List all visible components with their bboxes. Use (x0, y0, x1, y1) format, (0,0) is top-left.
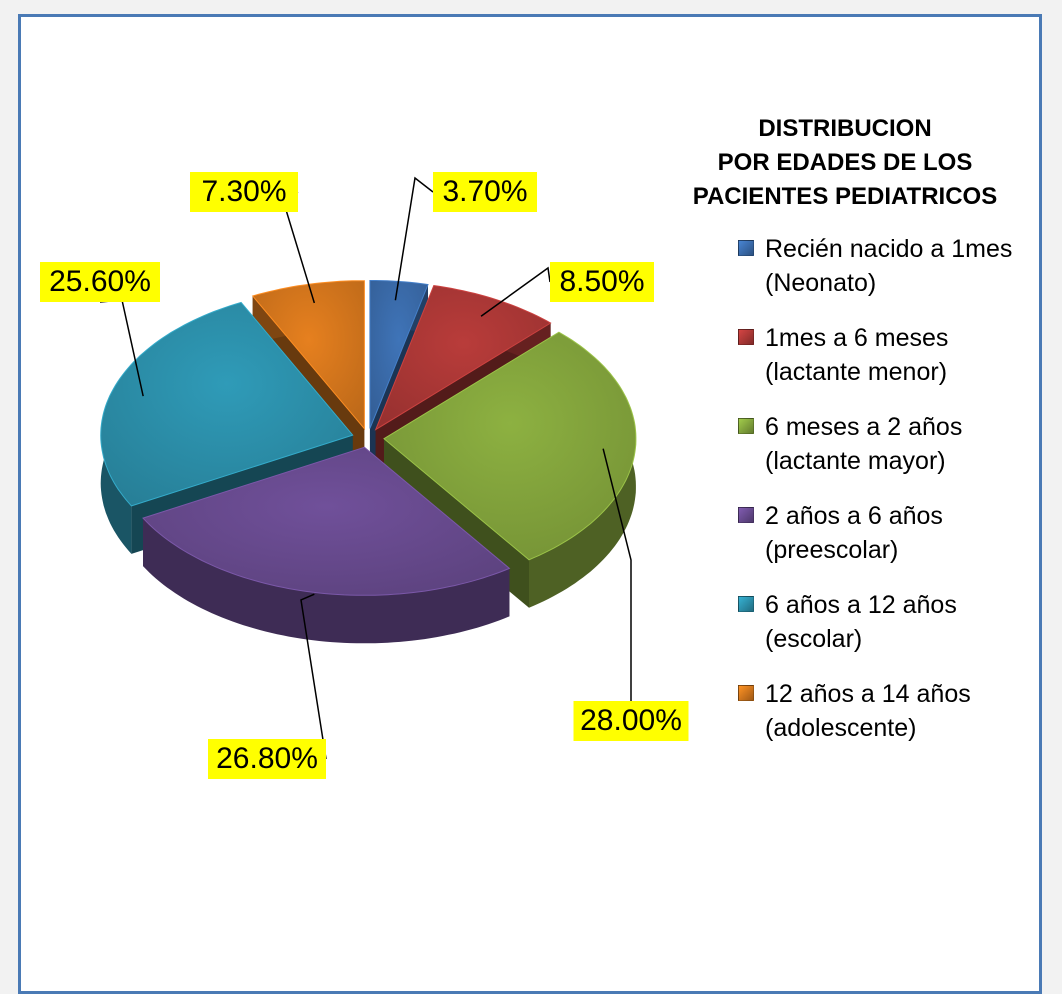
data-label: 28.00% (580, 704, 682, 737)
legend-label: Recién nacido a 1mes (Neonato) (765, 235, 1013, 297)
legend-swatch (738, 240, 754, 256)
legend-label: 6 meses a 2 años (lactante mayor) (765, 413, 963, 475)
data-label: 25.60% (49, 265, 151, 298)
legend-label: 1mes a 6 meses (lactante menor) (765, 324, 949, 386)
legend-swatch (738, 685, 754, 701)
leader-line (394, 176, 434, 301)
pie-slice (142, 446, 511, 596)
pie-slice (374, 285, 552, 431)
pie-slice (383, 331, 637, 561)
legend-label: 2 años a 6 años (preescolar) (765, 502, 943, 564)
pie-slice (251, 280, 365, 431)
label-box (550, 262, 654, 302)
legend-item: Recién nacido a 1mes (Neonato) (738, 232, 1048, 321)
label-box (433, 172, 537, 212)
legend-item: 1mes a 6 meses (lactante menor) (738, 321, 1048, 410)
data-label: 7.30% (201, 175, 286, 208)
legend-item: 6 años a 12 años (escolar) (738, 588, 1048, 677)
legend-swatch (738, 418, 754, 434)
pie-slice (100, 301, 354, 507)
slice-side (143, 518, 510, 644)
legend-label: 12 años a 14 años (adolescente) (765, 680, 971, 742)
leader-line (480, 266, 551, 317)
label-box (190, 172, 298, 212)
label-box (573, 701, 689, 741)
label-box (40, 262, 160, 302)
label-box (208, 739, 326, 779)
legend-swatch (738, 329, 754, 345)
legend-swatch (738, 507, 754, 523)
legend-label: 6 años a 12 años (escolar) (765, 591, 957, 653)
chart-title: DISTRIBUCION POR EDADES DE LOS PACIENTES… (692, 115, 998, 210)
leader-line (602, 448, 632, 701)
legend-item: 6 meses a 2 años (lactante mayor) (738, 410, 1048, 499)
legend-item: 12 años a 14 años (adolescente) (738, 677, 1048, 766)
legend-swatch (738, 596, 754, 612)
data-label: 26.80% (216, 742, 318, 775)
legend: Recién nacido a 1mes (Neonato) 1mes a 6 m… (738, 232, 1048, 766)
data-label: 3.70% (442, 175, 527, 208)
legend-item: 2 años a 6 años (preescolar) (738, 499, 1048, 588)
data-label: 8.50% (559, 265, 644, 298)
leader-line (300, 593, 327, 760)
